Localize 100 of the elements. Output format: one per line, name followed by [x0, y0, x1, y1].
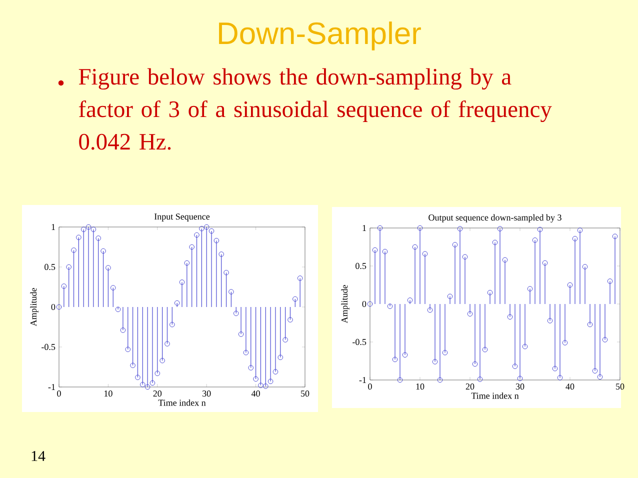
point: [477, 376, 483, 382]
point: [437, 377, 443, 383]
y-tick-label: 0.5: [356, 262, 366, 270]
point: [125, 346, 131, 352]
point: [135, 374, 140, 380]
point: [417, 225, 423, 231]
point: [517, 376, 523, 382]
point: [66, 264, 72, 270]
point: [262, 384, 268, 389]
point: [562, 340, 568, 346]
point: [582, 264, 588, 270]
point: [502, 257, 508, 263]
x-tick-label: 0: [57, 390, 61, 397]
point: [462, 254, 468, 260]
y-axis-title: Amplitude: [30, 288, 38, 326]
point: [80, 226, 86, 232]
point: [248, 365, 254, 370]
point: [115, 306, 121, 312]
point: [144, 384, 150, 390]
y-tick-label: 1: [362, 225, 366, 231]
point: [120, 328, 126, 333]
x-tick-label: 20: [466, 384, 474, 390]
point: [282, 337, 288, 342]
point: [278, 354, 284, 360]
point: [507, 314, 513, 320]
point: [537, 226, 543, 232]
point: [86, 224, 92, 230]
point: [258, 382, 264, 388]
point: [442, 350, 448, 356]
point: [199, 226, 204, 232]
point: [160, 358, 165, 364]
x-tick-label: 0: [368, 384, 372, 390]
point: [372, 247, 378, 253]
point: [587, 322, 593, 328]
x-tick-label: 30: [202, 390, 211, 397]
point: [597, 374, 603, 380]
point: [154, 370, 160, 376]
point: [422, 251, 428, 256]
point: [472, 361, 478, 367]
point: [482, 346, 488, 352]
point: [179, 280, 185, 285]
point: [224, 270, 229, 276]
point: [208, 228, 214, 234]
y-tick-label: -0.5: [352, 338, 366, 346]
point: [184, 260, 190, 266]
point: [497, 226, 503, 232]
y-tick-label: 0: [51, 304, 56, 310]
point: [140, 382, 146, 388]
point: [512, 364, 518, 369]
point: [272, 369, 278, 374]
point: [238, 332, 244, 337]
x-tick-label: 50: [301, 390, 310, 397]
point: [527, 286, 533, 292]
point: [577, 228, 583, 233]
point: [397, 377, 403, 383]
y-tick-label: 0.5: [44, 264, 56, 270]
point: [567, 282, 573, 288]
point: [387, 304, 393, 309]
x-axis-title: Time index n: [471, 392, 519, 399]
x-tick-label: 40: [251, 390, 260, 397]
point: [106, 265, 111, 270]
point: [557, 375, 563, 380]
point: [552, 366, 558, 372]
chart-title: Output sequence down-sampled by 3: [428, 214, 562, 222]
point: [288, 317, 293, 322]
point: [532, 238, 538, 243]
point: [61, 284, 67, 289]
point: [492, 240, 498, 246]
point: [243, 350, 249, 356]
y-tick-label: -1: [48, 384, 55, 390]
text: 14: [32, 451, 46, 461]
point: [233, 310, 239, 316]
point: [382, 248, 388, 254]
x-tick-label: 30: [516, 384, 524, 390]
point: [412, 244, 418, 250]
y-tick-label: -0.5: [42, 344, 56, 350]
point: [407, 298, 413, 303]
point: [170, 322, 175, 328]
point: [100, 248, 106, 254]
point: [96, 236, 102, 241]
y-tick-label: -1: [359, 377, 366, 383]
point: [572, 236, 578, 242]
point: [467, 311, 473, 317]
y-tick-label: 0: [362, 300, 366, 308]
point: [452, 242, 458, 248]
point: [194, 232, 200, 238]
point: [228, 289, 234, 294]
x-tick-label: 20: [153, 390, 162, 397]
point: [487, 290, 493, 296]
point: [110, 285, 116, 290]
point: [268, 378, 274, 384]
x-axis-title: Time index n: [158, 399, 206, 406]
text: Down-Sampler: [219, 22, 421, 50]
point: [457, 226, 463, 232]
point: [607, 278, 613, 284]
point: [602, 337, 608, 342]
point: [402, 352, 408, 358]
x-tick-label: 10: [416, 384, 424, 390]
point: [547, 318, 553, 324]
point: [164, 341, 170, 346]
